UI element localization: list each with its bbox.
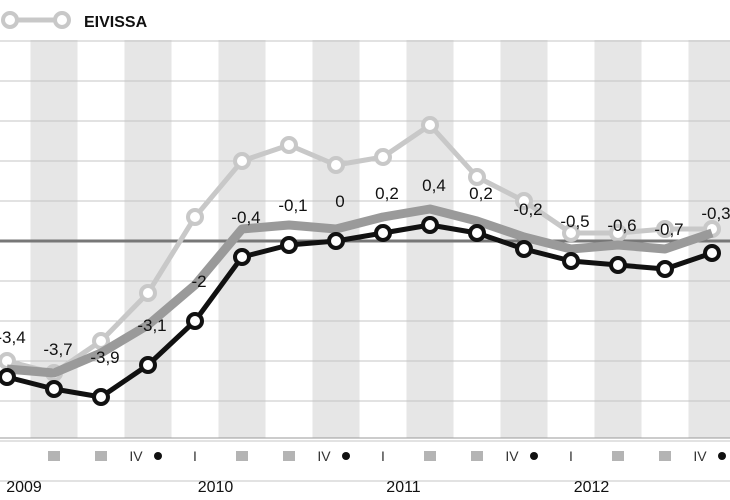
data-label: 0,2 [375, 184, 399, 203]
data-point [374, 148, 392, 166]
quarter-marker [236, 451, 248, 461]
data-label: -0,4 [231, 208, 260, 227]
data-point [562, 224, 580, 242]
data-point [374, 224, 392, 242]
data-label: -3,7 [43, 340, 72, 359]
year-label: 2011 [386, 479, 421, 496]
legend-marker [1, 11, 19, 29]
quarter-band [218, 40, 266, 438]
data-point [656, 260, 674, 278]
data-label: -2 [191, 272, 206, 291]
data-point [92, 388, 110, 406]
data-label: 0,2 [469, 184, 493, 203]
data-point [139, 284, 157, 302]
quarter-label: IV [129, 448, 143, 464]
data-point [280, 136, 298, 154]
data-label: 0,4 [422, 176, 446, 195]
data-point [233, 152, 251, 170]
year-label: 2009 [6, 479, 42, 496]
quarter-marker [95, 451, 107, 461]
data-point [327, 156, 345, 174]
data-label: -0,1 [278, 196, 307, 215]
data-label: -3,4 [0, 328, 26, 347]
data-point [233, 248, 251, 266]
data-labels: -3,4 -3,7 -3,9 -3,1 -2 -0,4 -0,1 0 0,2 0,4 0,2 -0,2… [0, 176, 730, 367]
quarter-marker [471, 451, 483, 461]
data-point [421, 216, 439, 234]
quarter-dot [154, 452, 162, 460]
quarter-label: IV [317, 448, 331, 464]
legend-label: EIVISSA [84, 14, 148, 31]
quarter-marker [48, 451, 60, 461]
data-label: -0,3 [701, 204, 730, 223]
data-label: -0,7 [654, 220, 683, 239]
quarter-label: I [193, 448, 197, 464]
quarter-label: IV [505, 448, 519, 464]
data-label: -0,6 [607, 216, 636, 235]
legend-marker [53, 11, 71, 29]
quarter-label: I [569, 448, 573, 464]
year-label: 2010 [198, 479, 234, 496]
series-lines [0, 116, 721, 406]
quarter-dot [342, 452, 350, 460]
year-label: 2012 [574, 479, 610, 496]
series-line [6, 122, 712, 376]
series-line [6, 204, 714, 378]
data-point [421, 116, 439, 134]
data-point [186, 208, 204, 226]
data-point [327, 232, 345, 250]
data-label: 0 [335, 192, 344, 211]
quarter-marker [424, 451, 436, 461]
data-label: -0,2 [513, 200, 542, 219]
data-point [562, 252, 580, 270]
data-point [139, 356, 157, 374]
data-point [703, 244, 721, 262]
series-line [6, 222, 713, 400]
quarter-marker [612, 451, 624, 461]
legend: EIVISSA [1, 11, 148, 31]
data-label: -3,1 [137, 316, 166, 335]
data-label: -0,5 [560, 212, 589, 231]
data-point [186, 312, 204, 330]
x-axis: IV I IV I IV I IV 2009 2010 2011 2012 [0, 437, 730, 496]
data-point [515, 192, 533, 210]
quarter-label: I [381, 448, 385, 464]
data-point [656, 220, 674, 238]
data-label: -3,9 [90, 348, 119, 367]
data-point [468, 168, 486, 186]
data-point [0, 368, 16, 386]
data-point [280, 236, 298, 254]
quarter-marker [283, 451, 295, 461]
data-point [609, 256, 627, 274]
quarter-marker [659, 451, 671, 461]
data-point [468, 224, 486, 242]
data-point [609, 224, 627, 242]
data-point [515, 240, 533, 258]
quarter-label: IV [693, 448, 707, 464]
quarter-dot [530, 452, 538, 460]
quarter-band [406, 40, 454, 438]
quarter-dot [718, 452, 726, 460]
data-point [45, 380, 63, 398]
